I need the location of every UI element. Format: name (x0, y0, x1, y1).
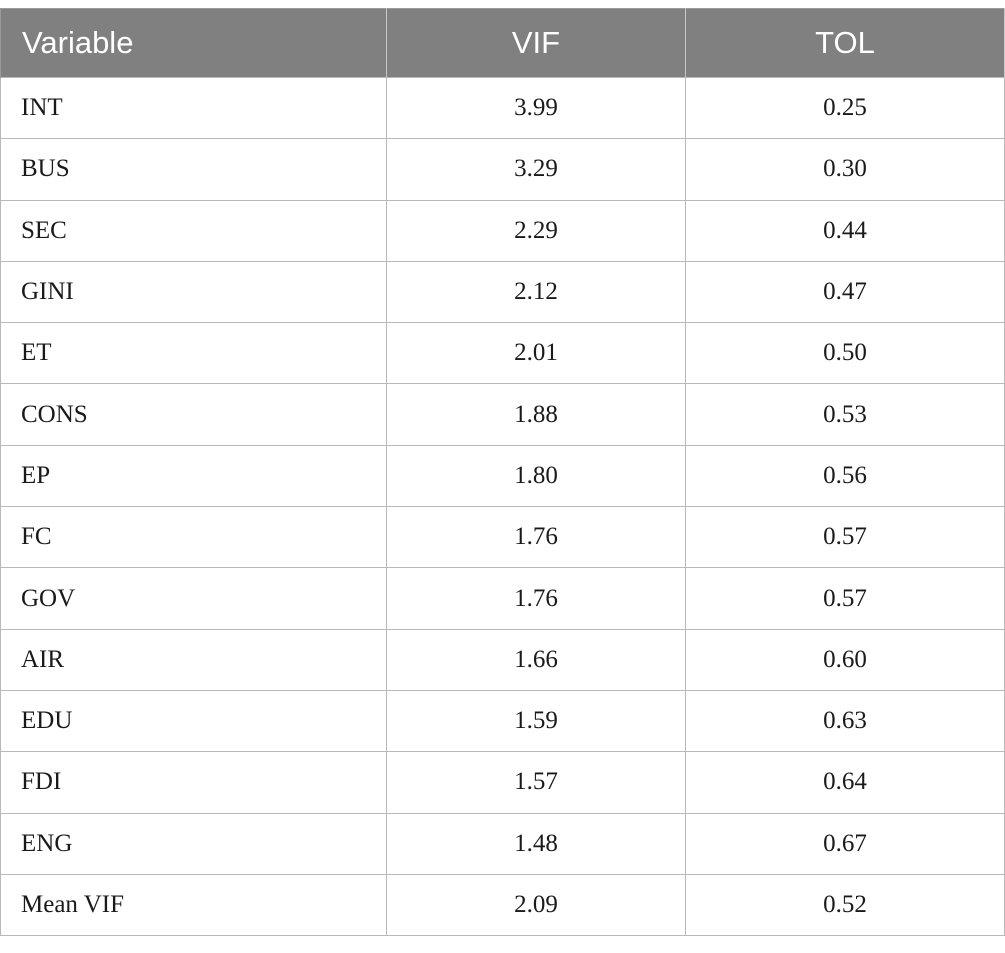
variable-cell: SEC (0, 199, 387, 262)
variable-cell: EP (0, 444, 387, 508)
vif-cell: 1.88 (386, 383, 686, 446)
variable-cell: EDU (0, 689, 387, 753)
table-body: INT 3.99 0.25 BUS 3.29 0.30 SEC 2.29 0.4… (0, 76, 1005, 937)
header-vif: VIF (386, 8, 686, 78)
vif-cell: 2.12 (386, 260, 686, 324)
tol-cell: 0.64 (685, 751, 1005, 814)
tol-cell: 0.25 (685, 76, 1005, 140)
table-row: ENG 1.48 0.67 (0, 812, 1005, 875)
table-row: FDI 1.57 0.64 (0, 751, 1005, 814)
table-row: BUS 3.29 0.30 (0, 138, 1005, 201)
table-row: CONS 1.88 0.53 (0, 383, 1005, 446)
table-row: GOV 1.76 0.57 (0, 567, 1005, 630)
table-row: GINI 2.12 0.47 (0, 260, 1005, 324)
vif-cell: 1.57 (386, 751, 686, 814)
vif-table-container: Variable VIF TOL INT 3.99 0.25 BUS 3.29 … (0, 8, 1005, 937)
vif-cell: 2.01 (386, 322, 686, 385)
tol-cell: 0.63 (685, 689, 1005, 753)
table-row: AIR 1.66 0.60 (0, 628, 1005, 691)
vif-cell: 3.99 (386, 76, 686, 140)
variable-cell: GOV (0, 567, 387, 630)
variable-cell: CONS (0, 383, 387, 446)
variable-cell: ET (0, 322, 387, 385)
tol-cell: 0.53 (685, 383, 1005, 446)
vif-cell: 2.29 (386, 199, 686, 262)
variable-cell: GINI (0, 260, 387, 324)
variable-cell: FC (0, 506, 387, 569)
tol-cell: 0.60 (685, 628, 1005, 691)
tol-cell: 0.56 (685, 444, 1005, 508)
vif-cell: 1.59 (386, 689, 686, 753)
table-header: Variable VIF TOL (0, 8, 1005, 78)
tol-cell: 0.57 (685, 567, 1005, 630)
variable-cell: INT (0, 76, 387, 140)
header-row: Variable VIF TOL (0, 8, 1005, 78)
vif-cell: 2.09 (386, 873, 686, 937)
tol-cell: 0.52 (685, 873, 1005, 937)
variable-cell: ENG (0, 812, 387, 875)
table-row: INT 3.99 0.25 (0, 76, 1005, 140)
vif-table: Variable VIF TOL INT 3.99 0.25 BUS 3.29 … (0, 8, 1005, 937)
vif-cell: 1.76 (386, 567, 686, 630)
vif-cell: 1.66 (386, 628, 686, 691)
header-variable: Variable (0, 8, 387, 78)
tol-cell: 0.57 (685, 506, 1005, 569)
variable-cell: BUS (0, 138, 387, 201)
table-row: ET 2.01 0.50 (0, 322, 1005, 385)
tol-cell: 0.67 (685, 812, 1005, 875)
vif-cell: 1.48 (386, 812, 686, 875)
tol-cell: 0.44 (685, 199, 1005, 262)
table-row: SEC 2.29 0.44 (0, 199, 1005, 262)
vif-cell: 1.76 (386, 506, 686, 569)
vif-cell: 1.80 (386, 444, 686, 508)
variable-cell: FDI (0, 751, 387, 814)
mean-vif-row: Mean VIF 2.09 0.52 (0, 873, 1005, 937)
tol-cell: 0.47 (685, 260, 1005, 324)
header-tol: TOL (685, 8, 1005, 78)
table-row: FC 1.76 0.57 (0, 506, 1005, 569)
table-row: EDU 1.59 0.63 (0, 689, 1005, 753)
table-row: EP 1.80 0.56 (0, 444, 1005, 508)
variable-cell: AIR (0, 628, 387, 691)
tol-cell: 0.30 (685, 138, 1005, 201)
variable-cell: Mean VIF (0, 873, 387, 937)
vif-cell: 3.29 (386, 138, 686, 201)
tol-cell: 0.50 (685, 322, 1005, 385)
